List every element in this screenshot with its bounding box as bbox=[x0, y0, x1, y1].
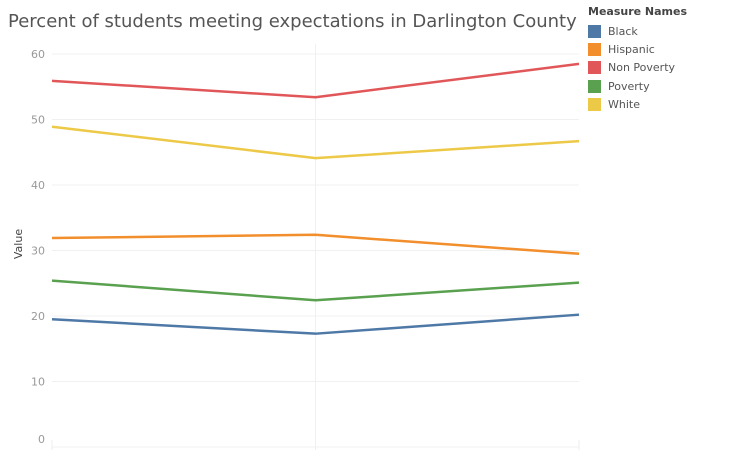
legend-item[interactable]: Black bbox=[588, 22, 687, 40]
series-line-hispanic bbox=[51, 233, 580, 256]
y-tick-label: 0 bbox=[38, 433, 45, 446]
y-tick-label: 50 bbox=[31, 114, 45, 127]
y-axis-label: Value bbox=[12, 229, 25, 259]
legend-item[interactable]: White bbox=[588, 95, 687, 113]
line-chart: 0 10 20 30 40 50 60 Value bbox=[12, 44, 580, 450]
legend-swatch bbox=[588, 24, 601, 38]
legend-label: Hispanic bbox=[608, 42, 655, 56]
y-tick-label: 20 bbox=[31, 310, 45, 323]
legend: Measure Names Black Hispanic Non Poverty Po… bbox=[588, 5, 687, 113]
chart-title: Percent of students meeting expectations… bbox=[8, 11, 577, 32]
legend-title: Measure Names bbox=[588, 5, 688, 18]
legend-label: Black bbox=[608, 24, 638, 38]
legend-swatch bbox=[588, 79, 601, 93]
series-line-poverty bbox=[51, 279, 580, 302]
legend-label: Non Poverty bbox=[608, 61, 676, 75]
legend-swatch bbox=[588, 42, 601, 56]
legend-item[interactable]: Poverty bbox=[588, 77, 687, 95]
legend-item[interactable]: Non Poverty bbox=[588, 59, 687, 77]
legend-swatch bbox=[588, 61, 601, 75]
y-tick-label: 60 bbox=[31, 48, 45, 61]
y-tick-label: 10 bbox=[31, 376, 45, 389]
y-tick-label: 40 bbox=[31, 179, 45, 192]
series-line-non-poverty bbox=[51, 62, 580, 99]
series-line-white bbox=[51, 125, 580, 160]
y-tick-label: 30 bbox=[31, 245, 45, 258]
series-line-black bbox=[51, 313, 580, 335]
legend-item[interactable]: Hispanic bbox=[588, 40, 687, 58]
legend-label: White bbox=[608, 97, 640, 111]
legend-label: Poverty bbox=[608, 79, 650, 93]
legend-swatch bbox=[588, 97, 601, 111]
